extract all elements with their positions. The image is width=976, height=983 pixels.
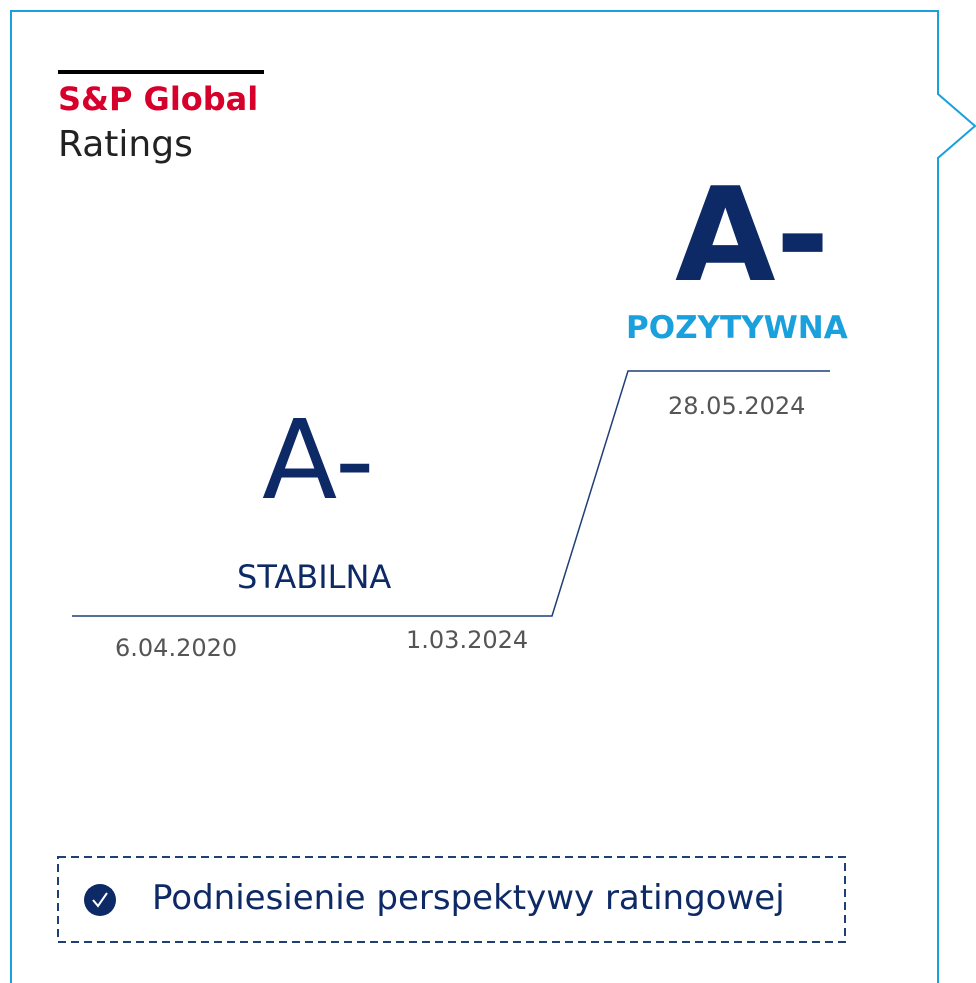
logo-sub: Ratings (58, 124, 193, 165)
note-box (57, 856, 846, 943)
previous-rating: A- (262, 396, 375, 524)
current-outlook: POZYTYWNA (626, 310, 848, 346)
date-to: 1.03.2024 (406, 626, 529, 654)
current-date: 28.05.2024 (668, 392, 806, 420)
border (10, 10, 976, 983)
current-rating: A- (675, 159, 830, 311)
check-mark (92, 892, 108, 908)
timeline (72, 370, 830, 617)
previous-outlook: STABILNA (237, 558, 392, 596)
logo-brand: S&P Global (58, 80, 259, 118)
check-icon (84, 884, 116, 916)
note-text: Podniesienie perspektywy ratingowej (152, 878, 785, 918)
date-from: 6.04.2020 (115, 634, 238, 662)
